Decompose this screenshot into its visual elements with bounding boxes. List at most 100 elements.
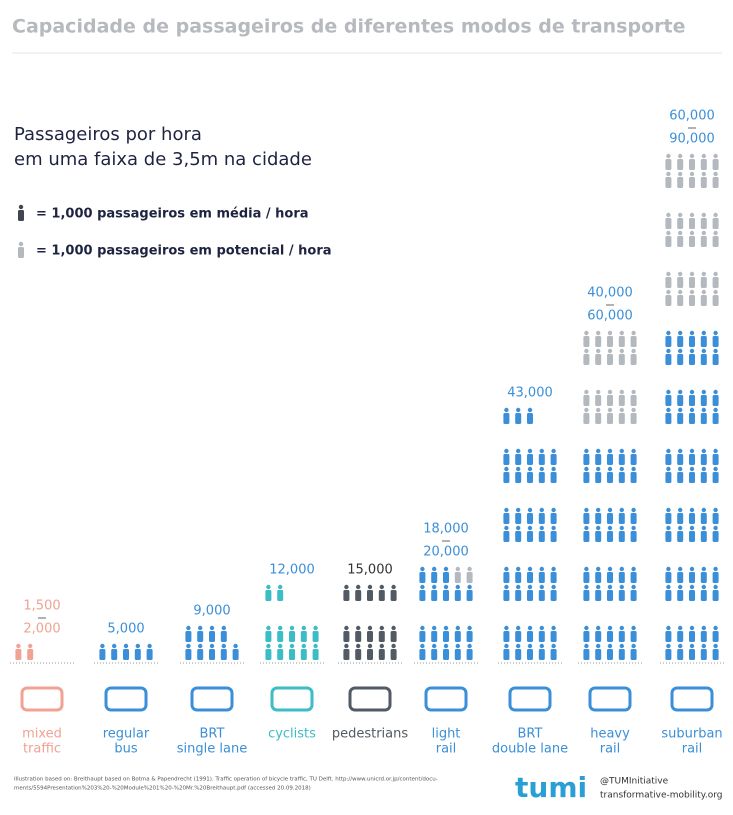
icon-body [515,513,522,524]
icon-head [666,466,671,472]
icon-body [700,513,707,524]
icon-body [689,236,695,247]
icon-body [538,454,545,465]
icon-body [665,395,672,406]
person-icon [595,448,602,465]
person-icon [466,625,473,642]
icon-head [689,525,695,531]
icon-body [630,395,637,406]
icon-head [666,230,671,236]
icon-head [666,271,671,277]
icon-body [390,590,397,601]
person-icon [515,507,522,524]
person-icon [18,204,24,221]
icon-body [712,572,719,583]
person-icon [300,625,307,642]
icon-body [607,649,613,660]
icon-head [689,507,695,513]
person-icon [689,212,695,229]
legend-label: = 1,000 passageiros em média / hora [36,207,309,222]
icon-body [503,531,510,542]
person-icon [689,643,695,660]
site: transformative-mobility.org [600,791,722,801]
icon-head [701,271,706,277]
icon-head [539,643,544,649]
icon-body [607,572,613,583]
icon-body [443,590,449,601]
icon-head [631,584,636,590]
person-icon [527,407,533,424]
person-icon [312,643,319,660]
icon-head [666,212,671,218]
icon-head [631,448,636,454]
icon-head [18,204,24,210]
icon-head [678,566,683,572]
icon-body [677,413,684,424]
icon-head [713,625,718,631]
icon-body [618,395,625,406]
icon-head [209,625,215,631]
icon-head [135,643,140,649]
icon-body [419,590,426,601]
icon-body [618,531,625,542]
person-icon [454,566,461,583]
icon-head [619,330,624,336]
icon-body [618,590,625,601]
icon-head [551,507,556,513]
icon-body [583,513,590,524]
icon-head [516,625,521,631]
person-icon [665,171,672,188]
person-icon [390,584,397,601]
icon-head [619,466,624,472]
person-icon [700,348,707,365]
person-icon [538,507,545,524]
icon-head [701,153,706,159]
icon-body [607,631,613,642]
icon-body [503,413,510,424]
mode-label: traffic [23,742,61,757]
person-icon [595,466,602,483]
person-icon [220,643,227,660]
mode-glyph [588,686,632,712]
icon-head [539,507,544,513]
icon-body [265,631,272,642]
icon-head [516,507,521,513]
icon-head [584,643,589,649]
icon-body [665,631,672,642]
person-icon [689,566,695,583]
icon-body [220,631,227,642]
icon-body [277,631,284,642]
person-icon [700,271,707,288]
icon-body [185,649,192,660]
icon-body [677,159,684,170]
icon-head [701,625,706,631]
icon-head [584,389,589,395]
icon-head [701,466,706,472]
person-icon [689,407,695,424]
icon-head [631,466,636,472]
source: ments/5594Presentation%203%20-%20Module%… [14,786,311,792]
icon-head [551,584,556,590]
icon-head [713,348,718,354]
person-icon [712,525,719,542]
person-icon [665,348,672,365]
person-icon [712,330,719,347]
person-icon [630,525,637,542]
icon-head [678,230,683,236]
icon-head [432,625,437,631]
person-icon [550,507,557,524]
person-icon [665,566,672,583]
icon-body [515,454,522,465]
icon-body [700,454,707,465]
person-icon [630,643,637,660]
icon-body [712,295,719,306]
icon-body [583,395,590,406]
value-label: 12,000 [269,563,315,578]
icon-head [233,643,238,649]
icon-body [630,413,637,424]
person-icon [595,566,602,583]
icon-body [700,649,707,660]
icon-head [551,625,556,631]
person-icon [185,643,192,660]
icon-head [678,625,683,631]
